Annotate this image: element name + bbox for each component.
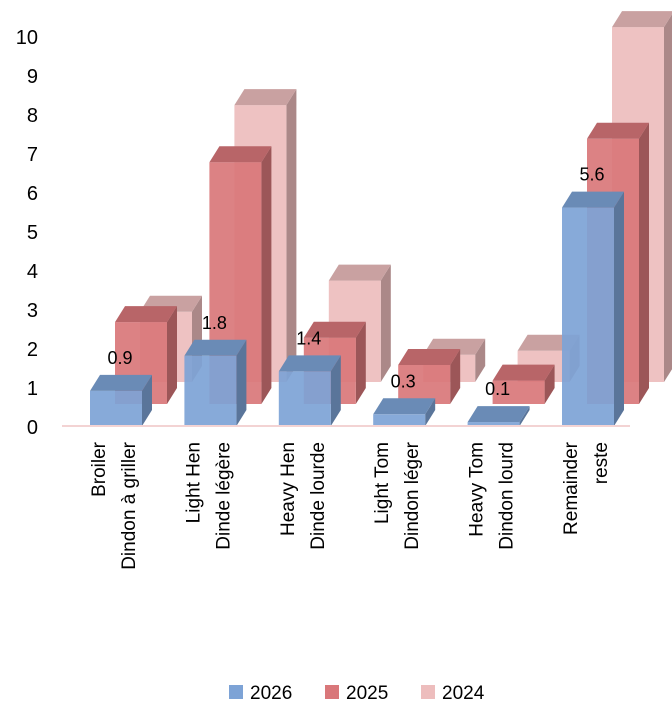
bar-2026-3 — [373, 398, 436, 426]
data-label-2026-3: 0.3 — [391, 371, 416, 391]
legend-label-2024: 2024 — [442, 683, 485, 704]
bar-side — [664, 14, 672, 382]
y-tick-label: 6 — [27, 183, 38, 205]
bar-front — [90, 390, 142, 426]
category-label-5-0: Remainder — [561, 441, 582, 535]
bar-front — [278, 371, 331, 426]
bar-front — [492, 380, 545, 404]
y-tick-label: 9 — [27, 66, 38, 88]
bar-top — [278, 355, 341, 372]
bar-front — [467, 422, 520, 426]
y-tick-label: 3 — [27, 300, 38, 322]
y-tick-label: 2 — [27, 339, 38, 361]
bar-2025-4 — [492, 364, 555, 404]
bar-top — [234, 89, 297, 106]
category-label-3-1: Dindon léger — [402, 441, 423, 549]
legend-swatch-2024 — [421, 685, 435, 699]
y-tick-label: 0 — [27, 417, 38, 439]
data-labels: 0.9 1.8 1.4 0.3 0.1 5.6 — [107, 165, 604, 400]
bar-top — [303, 321, 366, 338]
legend-item-2024[interactable]: 2024 — [421, 683, 485, 704]
bar-side — [639, 122, 649, 405]
bar-side — [236, 339, 247, 426]
category-label-2-0: Heavy Hen — [278, 442, 299, 536]
bar-top — [398, 349, 461, 365]
y-tick-label: 7 — [27, 144, 38, 166]
bar-front — [373, 414, 426, 426]
bar-top — [184, 339, 247, 356]
bar-side — [544, 364, 555, 404]
category-label-1-1: Dinde légère — [213, 442, 234, 550]
bar-side — [450, 349, 461, 404]
category-label-0-1: Dindon à griller — [119, 441, 140, 569]
bar-2026-5 — [562, 191, 624, 426]
bar-front — [562, 207, 614, 426]
category-label-2-1: Dinde lourde — [308, 442, 329, 550]
bar-top — [612, 11, 672, 28]
bar-top — [209, 146, 272, 163]
y-tick-label: 10 — [16, 27, 38, 49]
legend-item-2025[interactable]: 2025 — [325, 683, 388, 704]
bar-top — [90, 374, 152, 391]
data-label-2026-0: 0.9 — [107, 348, 132, 368]
bar-top — [587, 122, 649, 139]
bar-top — [467, 406, 530, 423]
bar-top — [328, 264, 391, 281]
bar-2026-1 — [184, 339, 247, 426]
bar-top — [115, 306, 177, 323]
y-tick-label: 4 — [27, 261, 38, 283]
bar-2026-4 — [467, 406, 530, 426]
bar-side — [142, 374, 152, 426]
data-label-2026-5: 5.6 — [579, 165, 604, 185]
bar-2025-3 — [398, 349, 461, 404]
category-label-1-0: Light Hen — [183, 442, 204, 523]
bar-side — [355, 321, 366, 404]
bar-side — [614, 191, 624, 426]
data-label-2026-4: 0.1 — [485, 379, 510, 399]
y-tick-label: 1 — [27, 378, 38, 400]
y-axis: 0 1 2 3 4 5 6 7 8 9 10 — [16, 27, 38, 439]
bar-top — [562, 191, 624, 208]
category-label-4-0: Heavy Tom — [467, 442, 488, 537]
bar-side — [425, 398, 436, 426]
category-label-0-0: Broiler — [89, 441, 110, 497]
y-tick-label: 8 — [27, 105, 38, 127]
data-label-2026-2: 1.4 — [296, 328, 321, 348]
legend: 2026 2025 2024 — [229, 683, 485, 704]
bar-side — [261, 146, 272, 404]
bar-top — [373, 398, 436, 415]
category-labels: Broiler Dindon à griller Light Hen Dinde lé… — [89, 441, 612, 569]
bar-2026-2 — [278, 355, 341, 426]
data-label-2026-1: 1.8 — [202, 313, 227, 333]
bar-series-group — [90, 11, 672, 426]
bar-front — [184, 355, 237, 426]
bar-side — [519, 406, 530, 426]
y-tick-label: 5 — [27, 222, 38, 244]
category-label-4-1: Dindon lourd — [497, 442, 518, 550]
legend-item-2026[interactable]: 2026 — [229, 683, 292, 704]
legend-label-2026: 2026 — [250, 683, 292, 704]
category-label-3-0: Light Tom — [372, 442, 393, 524]
bar-side — [167, 306, 177, 404]
bar-top — [492, 364, 555, 381]
bar-front — [398, 365, 451, 404]
bar-side — [286, 89, 297, 382]
legend-swatch-2026 — [229, 685, 243, 699]
legend-swatch-2025 — [325, 685, 339, 699]
category-label-5-1: reste — [591, 442, 612, 484]
bar-2026-0 — [90, 374, 152, 426]
bar-side — [380, 264, 391, 382]
bar-side — [330, 355, 341, 426]
bar-side — [475, 338, 486, 382]
legend-label-2025: 2025 — [346, 683, 388, 704]
